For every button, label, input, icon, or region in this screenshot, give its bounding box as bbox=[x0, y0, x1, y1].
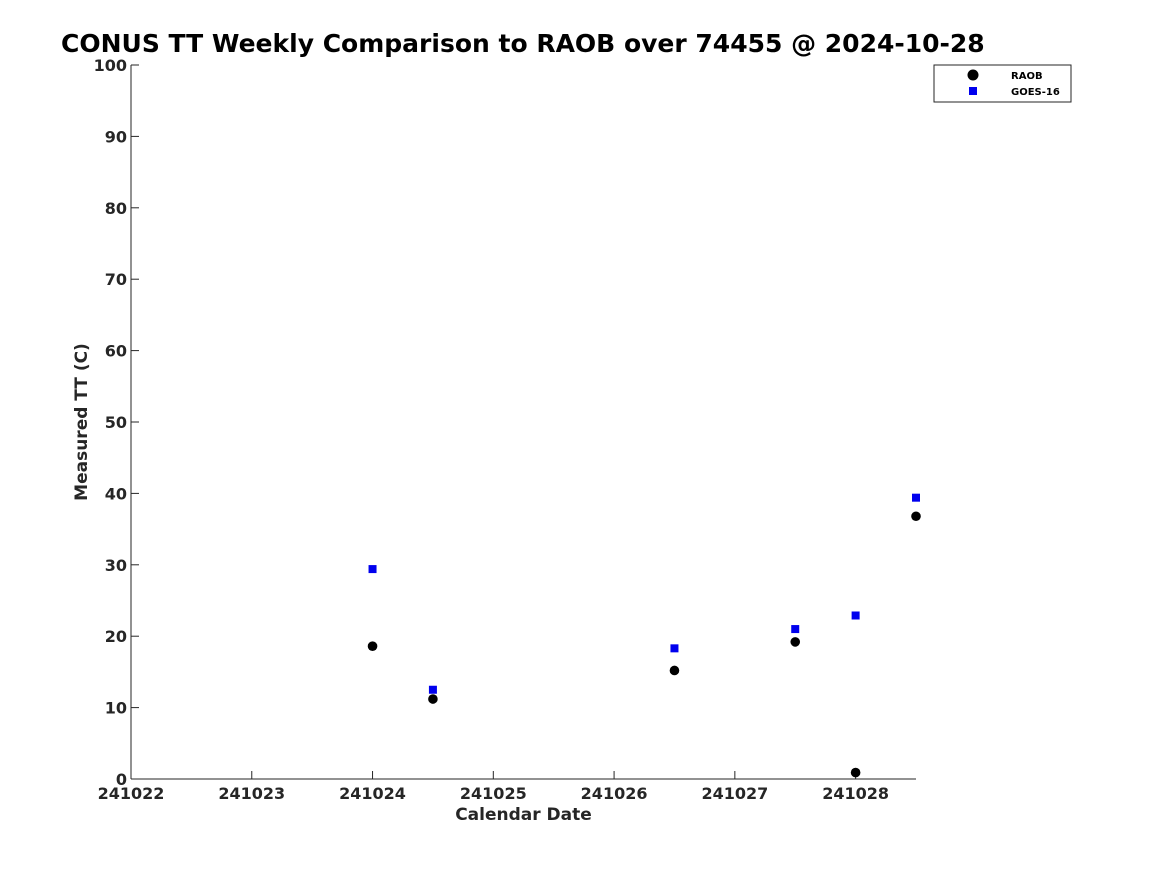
data-points bbox=[367, 493, 921, 778]
y-tick-label: 60 bbox=[105, 342, 127, 361]
goes16-point bbox=[368, 565, 377, 574]
x-axis-label: Calendar Date bbox=[455, 805, 592, 825]
x-tick-label: 241026 bbox=[581, 784, 648, 803]
legend-marker-goes16 bbox=[969, 87, 977, 95]
y-axis-ticks: 0 10 20 30 40 50 60 70 80 90 100 bbox=[94, 56, 139, 789]
goes16-point bbox=[428, 685, 437, 694]
x-tick-label: 241025 bbox=[460, 784, 527, 803]
y-tick-label: 0 bbox=[116, 770, 127, 789]
y-tick-label: 40 bbox=[105, 484, 127, 503]
y-axis-label: Measured TT (C) bbox=[72, 343, 92, 501]
legend-marker-raob bbox=[967, 69, 979, 81]
legend-label: RAOB bbox=[1011, 71, 1043, 82]
goes16-point bbox=[912, 493, 920, 502]
y-tick-label: 100 bbox=[94, 56, 127, 75]
x-tick-label: 241022 bbox=[98, 784, 165, 803]
y-tick-label: 80 bbox=[105, 199, 127, 218]
raob-point bbox=[911, 511, 921, 522]
y-tick-label: 10 bbox=[105, 699, 127, 718]
y-tick-label: 90 bbox=[105, 127, 127, 146]
x-tick-label: 241023 bbox=[218, 784, 285, 803]
y-tick-label: 20 bbox=[105, 627, 127, 646]
chart-title: CONUS TT Weekly Comparison to RAOB over … bbox=[61, 29, 985, 58]
legend-label: GOES-16 bbox=[1011, 87, 1060, 98]
raob-point bbox=[669, 665, 680, 676]
y-tick-label: 50 bbox=[105, 413, 127, 432]
x-tick-label: 241024 bbox=[339, 784, 406, 803]
y-tick-label: 30 bbox=[105, 556, 127, 575]
y-tick-label: 70 bbox=[105, 270, 127, 289]
legend-box bbox=[933, 64, 1072, 103]
goes16-point bbox=[791, 625, 800, 634]
goes16-point bbox=[670, 644, 679, 653]
raob-point bbox=[850, 767, 861, 778]
x-tick-label: 241027 bbox=[701, 784, 768, 803]
goes16-point bbox=[851, 611, 860, 620]
axes bbox=[130, 65, 916, 780]
raob-point bbox=[790, 637, 801, 647]
legend: RAOB GOES-16 bbox=[933, 64, 1072, 103]
raob-point bbox=[428, 694, 438, 704]
x-axis-ticks: 241022 241023 241024 241025 241026 241027 2410… bbox=[98, 771, 889, 803]
raob-point bbox=[367, 641, 378, 651]
x-tick-label: 241028 bbox=[822, 784, 889, 803]
